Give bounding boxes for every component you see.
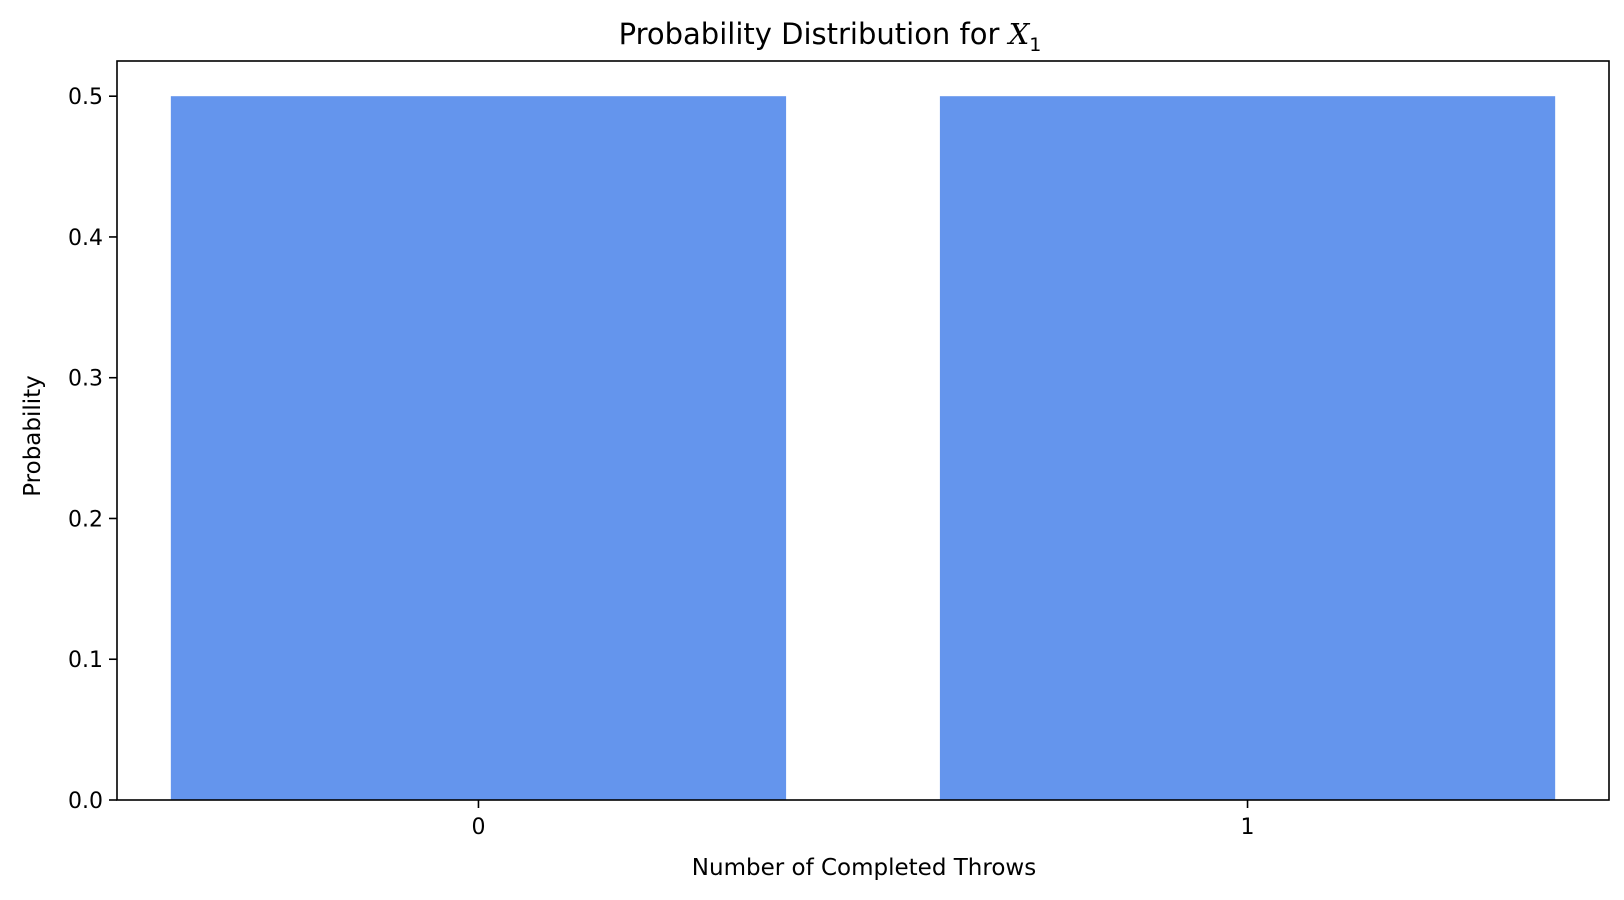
- chart-title-variable: X: [1007, 17, 1031, 51]
- chart-title: Probability Distribution for X1: [619, 17, 1042, 56]
- x-tick-label: 0: [471, 815, 485, 840]
- y-axis: 0.0 0.1 0.2 0.3 0.4 0.5: [68, 85, 117, 814]
- bar-1: [939, 96, 1556, 800]
- chart-title-subscript: 1: [1029, 34, 1041, 56]
- x-axis-label: Number of Completed Throws: [692, 855, 1036, 881]
- y-tick-label: 0.3: [68, 367, 103, 392]
- plot-frame: [116, 60, 1610, 801]
- y-tick-label: 0.1: [68, 648, 103, 673]
- bar-0: [170, 96, 787, 800]
- y-tick-label: 0.2: [68, 507, 103, 532]
- y-tick-label: 0.4: [68, 226, 103, 251]
- x-tick-label: 1: [1241, 815, 1255, 840]
- y-axis-label: Probability: [20, 375, 46, 497]
- chart-title-text: Probability Distribution for: [619, 17, 1009, 51]
- bars-layer: [170, 96, 1556, 800]
- y-tick-label: 0.5: [68, 85, 103, 110]
- y-tick-label: 0.0: [68, 789, 103, 814]
